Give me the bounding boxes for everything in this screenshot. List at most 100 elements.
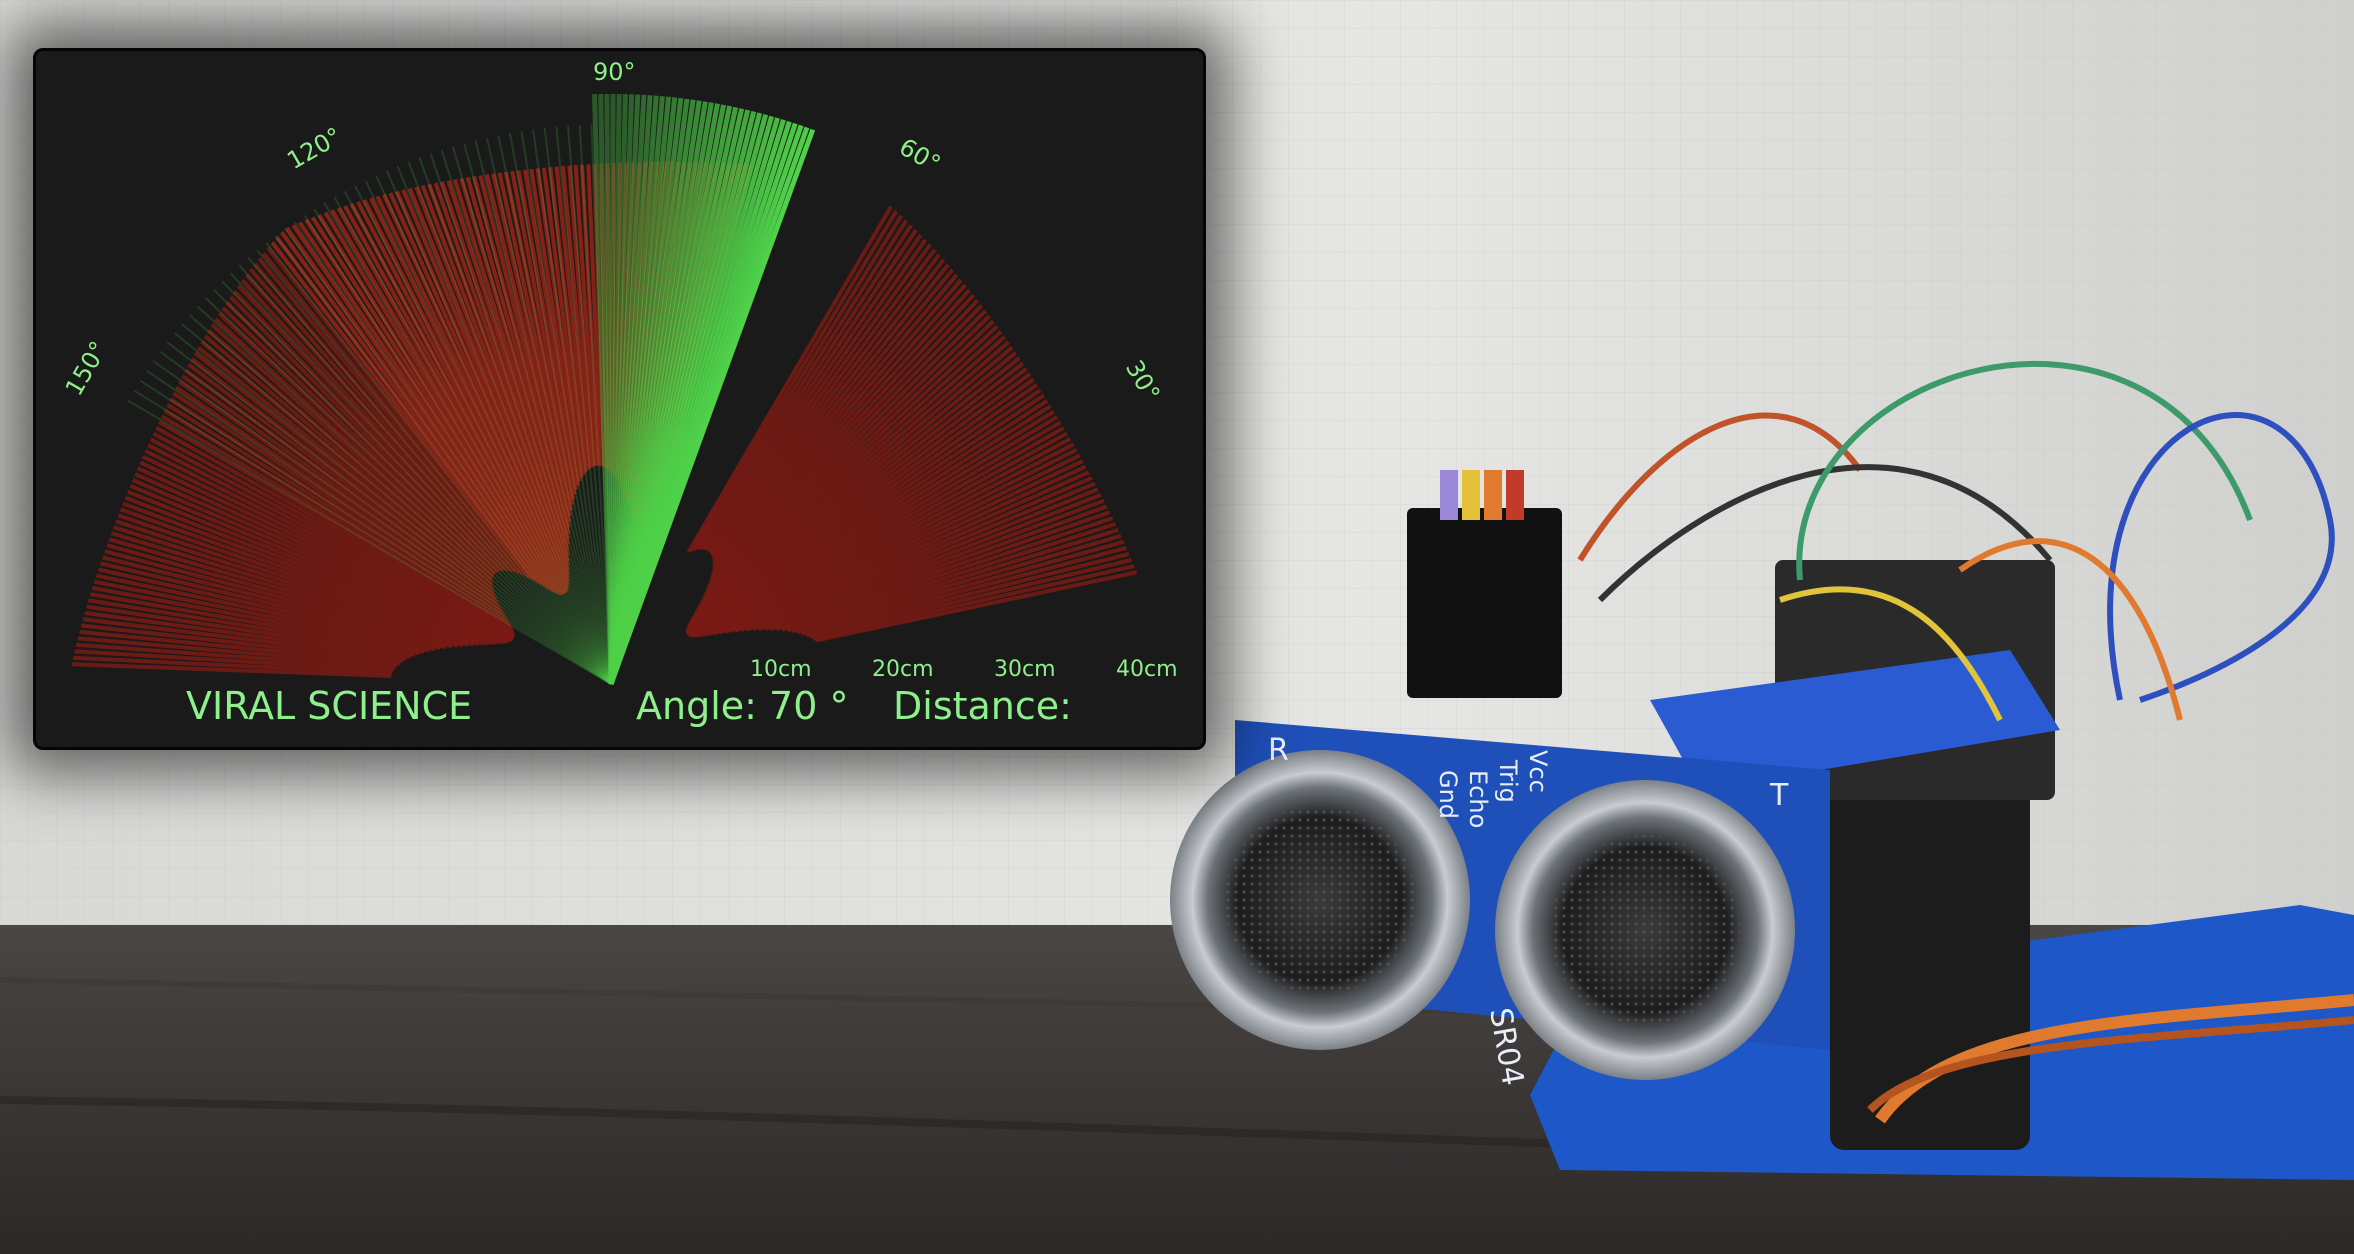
sweep-trail-ray (474, 140, 612, 685)
object-ray (187, 362, 496, 598)
object-ray (711, 268, 955, 562)
sweep-trail-ray (407, 161, 612, 685)
object-ray (610, 162, 616, 473)
object-ray (712, 278, 963, 567)
object-ray (704, 442, 1075, 637)
object-ray (225, 300, 500, 573)
object-ray (141, 454, 515, 639)
sweep-ray (592, 94, 614, 685)
object-ray (193, 351, 494, 592)
sweep-trail-ray (567, 125, 612, 685)
object-ray (147, 443, 515, 636)
object-ray (330, 209, 560, 595)
object-ray (131, 478, 511, 643)
object-ray (452, 178, 570, 546)
object-ray (178, 380, 500, 607)
sweep-trail-ray (159, 350, 612, 685)
object-ray (433, 182, 570, 562)
sweep-trail-ray (313, 208, 612, 685)
object-ray (129, 483, 509, 644)
object-ray (144, 449, 516, 638)
sweep-ray (608, 95, 653, 685)
object-ray (692, 214, 903, 551)
object-ray (711, 263, 950, 559)
object-ray (136, 466, 514, 642)
object-ray (74, 649, 394, 673)
board-label-sr04: SR04 (1482, 1005, 1530, 1088)
object-ray (152, 431, 514, 632)
object-ray (781, 522, 1117, 632)
object-ray (579, 164, 601, 466)
object-ray (696, 340, 1010, 612)
object-ray (510, 170, 577, 495)
object-ray (217, 312, 496, 576)
object-ray (95, 573, 441, 651)
object-ray (356, 200, 566, 596)
object-ray (775, 516, 1114, 632)
object-ray (529, 168, 582, 482)
object-ray (375, 195, 569, 592)
sweep-trail-ray (451, 146, 612, 685)
sweep-trail-ray (303, 214, 612, 685)
object-ray (253, 262, 518, 574)
object-ray (522, 169, 580, 486)
sweep-trail-ray (429, 153, 612, 685)
sweep-trail-ray (333, 196, 612, 685)
sweep-trail-ray (238, 264, 612, 685)
angle-label-150: 150° (60, 337, 113, 401)
object-ray (261, 251, 524, 576)
angle-label-60: 60° (894, 133, 945, 179)
object-ray (275, 236, 535, 581)
object-ray (619, 161, 642, 487)
object-ray (169, 397, 505, 617)
object-ray (166, 402, 507, 620)
object-ray (440, 181, 570, 557)
object-ray (700, 229, 918, 551)
object-ray (91, 585, 431, 653)
object-ray (102, 555, 458, 648)
object-ray (414, 186, 570, 575)
sweep-trail-ray (590, 124, 612, 685)
radar-plot: 30° 60° 90° 120° 150° 10cm 20cm 30cm 40c… (60, 58, 1178, 728)
object-ray (689, 210, 898, 552)
object-ray (122, 501, 501, 645)
sweep-trail (127, 93, 816, 685)
object-ray (343, 204, 563, 596)
object-ray (708, 304, 984, 585)
object-ray (266, 246, 528, 577)
sweep-trail-ray (364, 180, 612, 685)
object-ray (478, 174, 572, 523)
object-ray (110, 531, 480, 646)
object-ray (685, 382, 1039, 633)
sweep-ray (608, 94, 641, 685)
object-ray (427, 183, 570, 567)
object-ray (801, 545, 1127, 636)
object-ray (285, 226, 541, 584)
object-ray (705, 314, 991, 593)
object-ray (710, 258, 946, 557)
object-ray (175, 385, 502, 611)
object-ray (139, 460, 515, 641)
distance-readout: Distance: (893, 684, 1072, 728)
object-ray (686, 377, 1035, 631)
object-ray (84, 610, 411, 659)
object-ray (229, 295, 502, 573)
angle-label-30: 30° (1120, 355, 1166, 406)
object-ray (163, 408, 509, 623)
object-ray (491, 173, 573, 511)
object-ray (472, 175, 571, 529)
object-ray (76, 642, 395, 671)
object-ray (157, 420, 512, 628)
object-ray (104, 549, 464, 648)
object-ray (605, 163, 612, 471)
object-ray (93, 579, 436, 652)
object-ray (599, 163, 609, 469)
sweep-trail-ray (578, 124, 612, 685)
board-label-trig: Trig (1494, 759, 1522, 803)
object-ray (407, 187, 570, 579)
object-ray (369, 197, 568, 594)
object-ray (279, 231, 538, 582)
sweep-trail-ray (385, 170, 612, 685)
sweep-trail-ray (247, 256, 612, 685)
